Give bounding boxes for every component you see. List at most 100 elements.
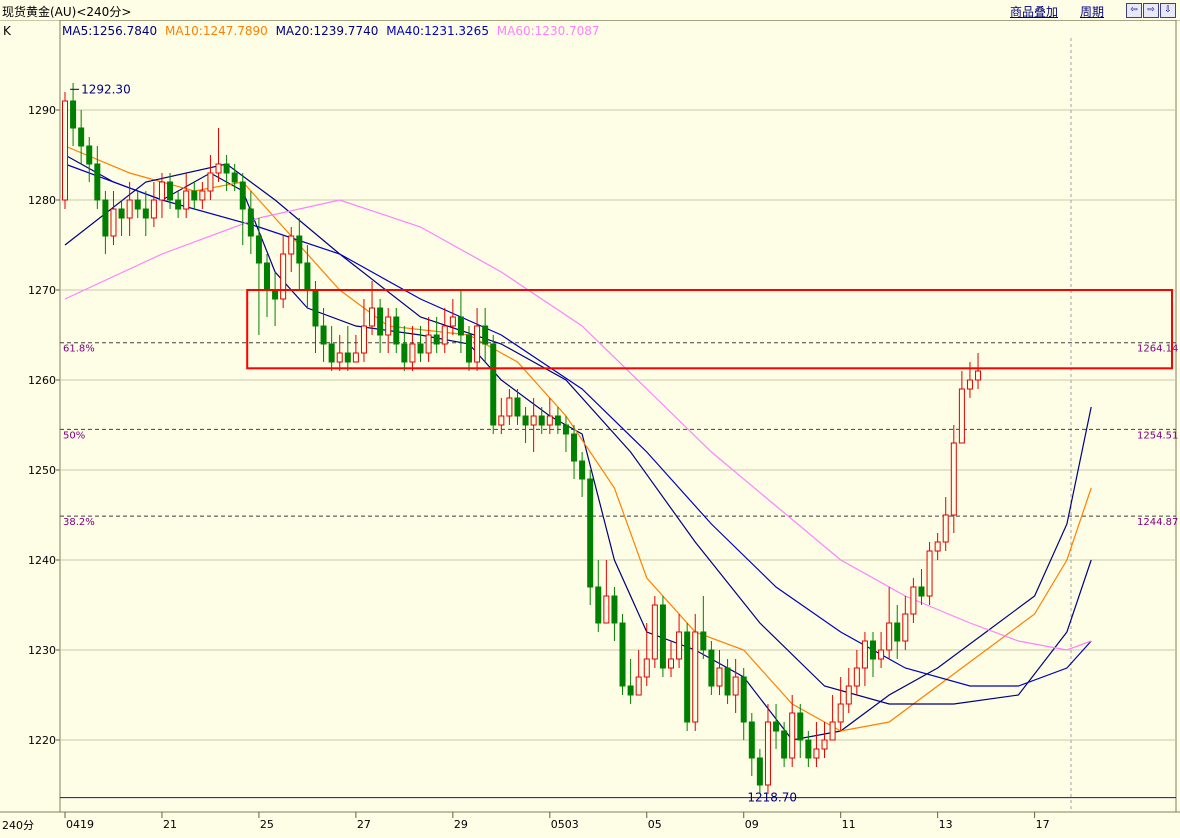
candle-body[interactable] xyxy=(797,712,804,741)
candle-body[interactable] xyxy=(134,199,141,210)
candle-body[interactable] xyxy=(934,541,941,552)
candle-body[interactable] xyxy=(522,415,529,426)
candle-body[interactable] xyxy=(360,325,367,354)
candle-body[interactable] xyxy=(255,235,262,264)
candle-body[interactable] xyxy=(886,622,893,651)
candle-body[interactable] xyxy=(546,415,553,426)
candle-body[interactable] xyxy=(126,199,133,219)
overlay-button[interactable]: 商品叠加 xyxy=(1010,5,1059,19)
candle-body[interactable] xyxy=(684,631,691,723)
candle-body[interactable] xyxy=(175,199,182,210)
candle-body[interactable] xyxy=(102,199,109,237)
candle-body[interactable] xyxy=(296,235,303,264)
candle-body[interactable] xyxy=(643,658,650,678)
candle-body[interactable] xyxy=(756,757,763,786)
candle-body[interactable] xyxy=(562,424,569,435)
candle-body[interactable] xyxy=(78,127,85,147)
candle-body[interactable] xyxy=(167,181,174,201)
candle-body[interactable] xyxy=(385,316,392,336)
candle-body[interactable] xyxy=(474,325,481,363)
candle-body[interactable] xyxy=(579,460,586,480)
candlestick-chart[interactable]: 1220 1230 1240 1250 1260 1270 1280 1290 0419 21 25… xyxy=(0,20,1180,838)
candle-body[interactable] xyxy=(401,343,408,363)
candle-body[interactable] xyxy=(441,325,448,345)
candle-body[interactable] xyxy=(94,163,101,201)
candle-body[interactable] xyxy=(894,622,901,642)
candle-body[interactable] xyxy=(748,721,755,759)
candle-body[interactable] xyxy=(789,712,796,759)
candle-body[interactable] xyxy=(393,316,400,345)
candle-body[interactable] xyxy=(70,100,77,129)
candle-body[interactable] xyxy=(514,397,521,417)
candle-body[interactable] xyxy=(926,550,933,597)
candle-body[interactable] xyxy=(668,658,674,669)
candle-body[interactable] xyxy=(328,343,335,363)
candle-body[interactable] xyxy=(627,685,634,696)
candle-body[interactable] xyxy=(272,289,279,300)
candle-body[interactable] xyxy=(732,676,739,696)
candle-body[interactable] xyxy=(223,163,230,174)
candle-body[interactable] xyxy=(466,334,472,363)
candle-body[interactable] xyxy=(942,514,949,543)
candle-body[interactable] xyxy=(821,739,828,750)
candle-body[interactable] xyxy=(482,325,489,345)
candle-body[interactable] xyxy=(110,208,117,237)
candle-body[interactable] xyxy=(377,307,384,336)
candle-body[interactable] xyxy=(950,442,957,516)
candle-body[interactable] xyxy=(457,316,464,336)
candle-body[interactable] xyxy=(781,730,788,759)
candle-body[interactable] xyxy=(611,595,618,624)
candle-body[interactable] xyxy=(215,163,222,174)
candle-body[interactable] xyxy=(829,721,836,741)
candle-body[interactable] xyxy=(554,415,561,426)
candle-body[interactable] xyxy=(264,262,270,291)
candle-body[interactable] xyxy=(878,649,885,660)
candle-body[interactable] xyxy=(571,433,578,462)
candle-body[interactable] xyxy=(902,613,909,642)
candle-body[interactable] xyxy=(239,181,246,210)
candle-body[interactable] xyxy=(805,739,812,759)
candle-body[interactable] xyxy=(530,415,537,426)
candle-body[interactable] xyxy=(587,478,594,588)
candle-body[interactable] xyxy=(619,622,626,687)
right-arrow-icon[interactable]: ⇨ xyxy=(1143,3,1159,18)
candle-body[interactable] xyxy=(845,685,852,705)
candle-body[interactable] xyxy=(304,262,311,291)
candle-body[interactable] xyxy=(958,388,965,444)
candle-body[interactable] xyxy=(352,352,359,363)
candle-body[interactable] xyxy=(773,721,780,732)
candle-body[interactable] xyxy=(207,172,214,192)
candle-body[interactable] xyxy=(692,631,699,723)
candle-body[interactable] xyxy=(764,721,771,786)
candle-body[interactable] xyxy=(417,343,424,354)
candle-body[interactable] xyxy=(369,307,376,327)
candle-body[interactable] xyxy=(344,352,351,363)
candle-body[interactable] xyxy=(966,379,973,390)
candle-body[interactable] xyxy=(595,586,602,624)
candle-body[interactable] xyxy=(651,604,658,660)
candle-body[interactable] xyxy=(538,415,545,426)
candle-body[interactable] xyxy=(86,145,93,165)
candle-body[interactable] xyxy=(861,640,868,669)
candle-body[interactable] xyxy=(433,334,440,345)
candle-body[interactable] xyxy=(837,703,844,723)
candle-body[interactable] xyxy=(191,190,198,201)
left-arrow-icon[interactable]: ⇦ xyxy=(1126,3,1142,18)
candle-body[interactable] xyxy=(280,253,287,300)
candle-body[interactable] xyxy=(853,667,860,687)
candle-body[interactable] xyxy=(918,586,925,597)
candle-body[interactable] xyxy=(336,352,343,363)
candle-body[interactable] xyxy=(449,316,456,327)
candle-body[interactable] xyxy=(724,667,731,696)
candle-body[interactable] xyxy=(150,199,157,219)
candle-body[interactable] xyxy=(498,415,505,426)
candle-body[interactable] xyxy=(183,190,190,210)
candle-body[interactable] xyxy=(870,640,876,660)
candle-body[interactable] xyxy=(975,370,982,381)
candle-body[interactable] xyxy=(158,181,165,201)
candle-body[interactable] xyxy=(910,586,917,615)
candle-body[interactable] xyxy=(62,100,68,201)
candle-body[interactable] xyxy=(676,631,683,660)
candle-body[interactable] xyxy=(409,343,416,363)
candle-body[interactable] xyxy=(716,667,723,687)
